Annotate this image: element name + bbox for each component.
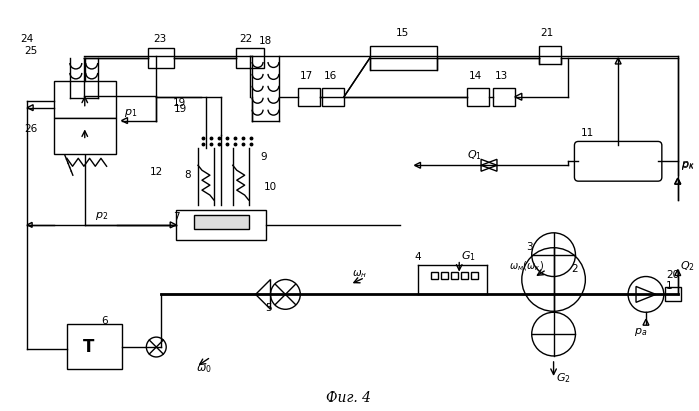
Text: $\omega_м(\omega_к)$: $\omega_м(\omega_к)$	[509, 260, 544, 273]
Text: 20: 20	[666, 270, 679, 279]
Bar	[471, 272, 478, 279]
Bar	[493, 88, 515, 106]
Bar	[322, 88, 344, 106]
Bar	[54, 81, 115, 118]
Text: $p_\kappa$: $p_\kappa$	[681, 160, 694, 172]
Bar	[67, 324, 122, 369]
FancyBboxPatch shape	[575, 141, 662, 181]
Text: 1: 1	[666, 282, 672, 291]
Text: 23: 23	[153, 34, 166, 44]
Text: 3: 3	[526, 242, 533, 252]
Text: 18: 18	[259, 36, 272, 46]
Text: 9: 9	[261, 152, 267, 162]
Text: 22: 22	[240, 34, 253, 44]
Text: $G_1$: $G_1$	[461, 249, 476, 263]
Text: 21: 21	[540, 28, 554, 38]
Text: $\omega_н$: $\omega_н$	[352, 268, 367, 280]
Text: $\omega_0$: $\omega_0$	[196, 363, 212, 375]
Bar	[452, 272, 459, 279]
Text: 14: 14	[469, 71, 482, 81]
Text: 7: 7	[173, 212, 180, 222]
Bar	[54, 118, 115, 155]
Text: $p_a$: $p_a$	[634, 326, 647, 338]
Bar	[431, 272, 438, 279]
Text: 10: 10	[264, 182, 277, 192]
Text: $p_2$: $p_2$	[94, 210, 108, 222]
Text: T: T	[83, 338, 94, 356]
Text: $Q_1$: $Q_1$	[467, 148, 482, 162]
Bar	[194, 215, 249, 229]
Text: Фиг. 4: Фиг. 4	[326, 391, 371, 405]
Text: 15: 15	[396, 28, 409, 38]
Bar	[298, 88, 320, 106]
Text: 6: 6	[101, 316, 108, 326]
Text: 12: 12	[150, 167, 163, 177]
Text: 16: 16	[324, 71, 338, 81]
Text: 19: 19	[173, 98, 187, 108]
Text: 26: 26	[24, 124, 38, 134]
Bar	[467, 88, 489, 106]
Text: 4: 4	[415, 252, 421, 262]
Text: 2: 2	[572, 263, 578, 274]
Bar	[539, 46, 561, 64]
Text: 13: 13	[495, 71, 508, 81]
Text: 8: 8	[184, 170, 191, 180]
Bar	[236, 48, 264, 68]
Text: $p_1$: $p_1$	[124, 106, 137, 119]
Text: $G_2$: $G_2$	[556, 371, 570, 385]
Bar	[665, 287, 681, 301]
Text: 17: 17	[301, 71, 314, 81]
Text: $Q_2$: $Q_2$	[679, 260, 695, 273]
Bar	[176, 210, 266, 240]
Text: 19: 19	[174, 104, 187, 114]
Bar	[441, 272, 448, 279]
Bar	[370, 46, 438, 70]
Bar	[461, 272, 468, 279]
Text: $p_\kappa$: $p_\kappa$	[681, 159, 694, 171]
Text: 24: 24	[20, 34, 34, 44]
Text: 5: 5	[266, 303, 272, 313]
Text: 11: 11	[580, 129, 593, 139]
Bar	[148, 48, 174, 68]
Text: 25: 25	[24, 46, 38, 56]
